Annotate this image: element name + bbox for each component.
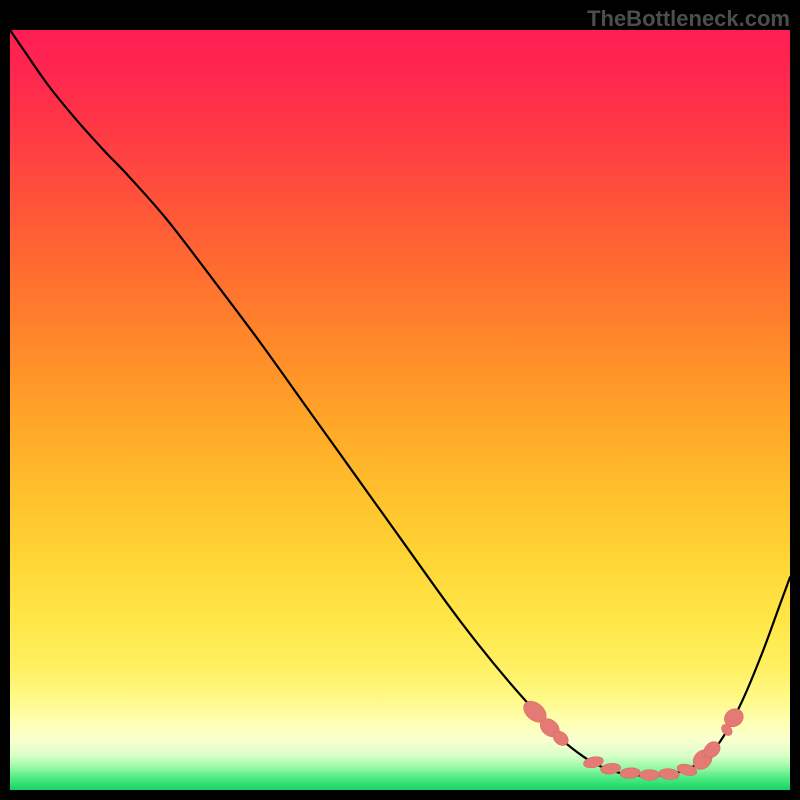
chart-svg [0,0,800,800]
chart-stage: TheBottleneck.com [0,0,800,800]
curve-marker [639,770,659,781]
watermark-text: TheBottleneck.com [587,6,790,32]
gradient-background [10,30,790,790]
